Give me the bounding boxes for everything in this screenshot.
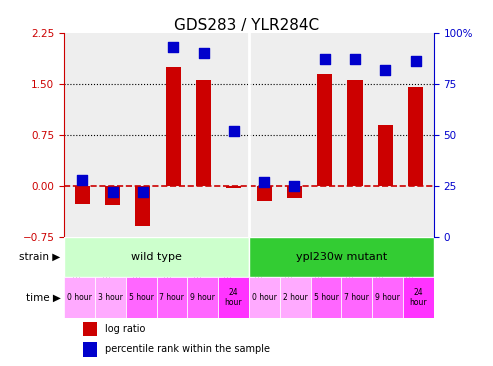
Text: log ratio: log ratio bbox=[105, 324, 145, 334]
Bar bbox=[408, 87, 423, 186]
Bar bbox=[348, 81, 363, 186]
FancyBboxPatch shape bbox=[218, 277, 249, 318]
Point bbox=[290, 183, 298, 188]
FancyBboxPatch shape bbox=[280, 277, 311, 318]
Text: 9 hour: 9 hour bbox=[375, 293, 400, 302]
Text: 9 hour: 9 hour bbox=[190, 293, 215, 302]
Text: 24
hour: 24 hour bbox=[225, 288, 243, 307]
Text: 2 hour: 2 hour bbox=[283, 293, 308, 302]
Point bbox=[139, 189, 147, 195]
FancyBboxPatch shape bbox=[64, 277, 95, 318]
Bar bbox=[83, 342, 97, 356]
Text: percentile rank within the sample: percentile rank within the sample bbox=[105, 344, 270, 354]
Text: 0 hour: 0 hour bbox=[67, 293, 92, 302]
Text: strain ▶: strain ▶ bbox=[19, 252, 61, 262]
Bar bbox=[83, 322, 97, 336]
FancyBboxPatch shape bbox=[249, 236, 434, 277]
Point bbox=[200, 51, 208, 56]
FancyBboxPatch shape bbox=[126, 277, 157, 318]
Point bbox=[230, 128, 238, 134]
FancyBboxPatch shape bbox=[157, 277, 187, 318]
FancyBboxPatch shape bbox=[372, 277, 403, 318]
Bar bbox=[75, 186, 90, 204]
Bar bbox=[135, 186, 150, 226]
FancyBboxPatch shape bbox=[341, 277, 372, 318]
Text: 5 hour: 5 hour bbox=[314, 293, 338, 302]
Bar bbox=[317, 74, 332, 186]
Bar bbox=[105, 186, 120, 205]
FancyBboxPatch shape bbox=[311, 277, 341, 318]
FancyBboxPatch shape bbox=[249, 277, 280, 318]
Text: 7 hour: 7 hour bbox=[345, 293, 369, 302]
Point bbox=[78, 176, 86, 182]
Text: wild type: wild type bbox=[131, 252, 182, 262]
Bar bbox=[287, 186, 302, 198]
Bar bbox=[196, 81, 211, 186]
Text: 5 hour: 5 hour bbox=[129, 293, 153, 302]
FancyBboxPatch shape bbox=[64, 236, 249, 277]
FancyBboxPatch shape bbox=[95, 277, 126, 318]
Text: ypl230w mutant: ypl230w mutant bbox=[296, 252, 387, 262]
Text: time ▶: time ▶ bbox=[26, 292, 61, 303]
FancyBboxPatch shape bbox=[187, 277, 218, 318]
Text: 0 hour: 0 hour bbox=[252, 293, 277, 302]
Point bbox=[321, 56, 329, 62]
Text: 7 hour: 7 hour bbox=[160, 293, 184, 302]
Text: 24
hour: 24 hour bbox=[410, 288, 427, 307]
FancyBboxPatch shape bbox=[403, 277, 434, 318]
Point bbox=[108, 189, 116, 195]
Point bbox=[382, 67, 389, 72]
Point bbox=[412, 59, 420, 64]
Text: 3 hour: 3 hour bbox=[98, 293, 123, 302]
Bar bbox=[378, 124, 393, 186]
Point bbox=[169, 44, 177, 50]
Point bbox=[351, 56, 359, 62]
Bar bbox=[166, 67, 181, 186]
Bar bbox=[256, 186, 272, 201]
Text: GDS283 / YLR284C: GDS283 / YLR284C bbox=[174, 18, 319, 33]
Point bbox=[260, 179, 268, 184]
Bar bbox=[226, 186, 242, 188]
